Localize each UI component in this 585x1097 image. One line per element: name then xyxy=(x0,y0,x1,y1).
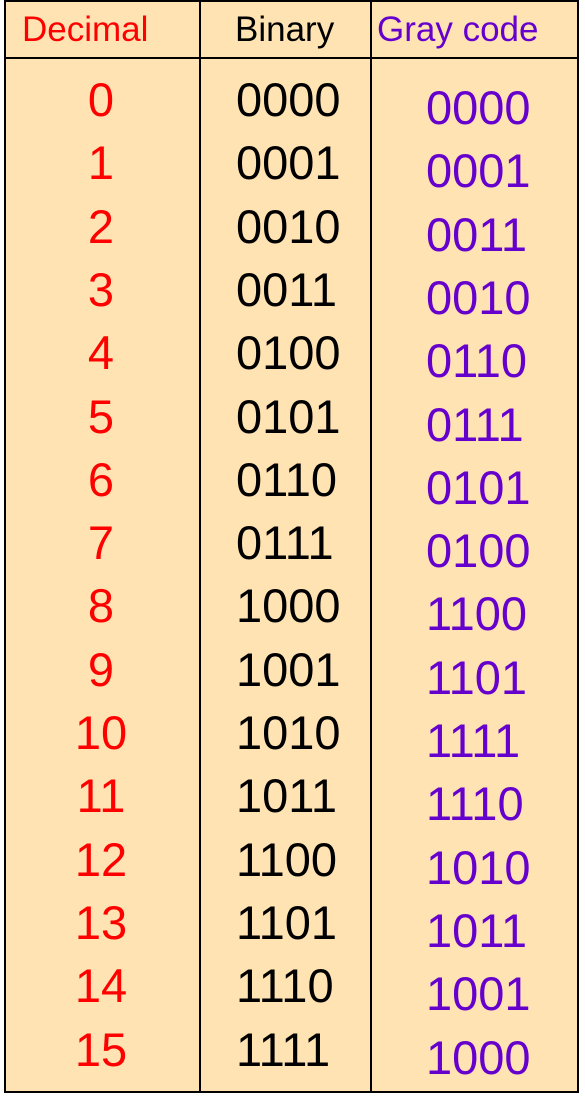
gray-code-cell: 1000 xyxy=(426,1030,531,1084)
decimal-cell: 14 xyxy=(74,959,128,1013)
table-row: 11 1011 1110 xyxy=(6,772,577,835)
decimal-cell: 2 xyxy=(87,199,115,253)
binary-cell: 1011 xyxy=(236,769,338,823)
binary-cell: 0001 xyxy=(236,136,341,190)
binary-cell: 0110 xyxy=(236,452,338,506)
binary-cell: 0101 xyxy=(236,389,341,443)
table-row: 0 0000 0000 xyxy=(6,76,577,139)
header-gray-code: Gray code xyxy=(377,10,539,49)
gray-code-cell: 0011 xyxy=(426,207,528,261)
gray-code-cell: 1101 xyxy=(426,650,528,704)
table-row: 2 0010 0011 xyxy=(6,203,577,266)
decimal-cell: 1 xyxy=(87,136,115,190)
decimal-cell: 8 xyxy=(87,579,115,633)
binary-cell: 0000 xyxy=(236,73,341,126)
decimal-cell: 11 xyxy=(76,769,126,823)
decimal-cell: 10 xyxy=(74,706,128,759)
column-divider-binary-gray xyxy=(370,2,372,1091)
decimal-cell: 5 xyxy=(87,389,115,443)
binary-cell: 1111 xyxy=(236,1022,331,1076)
binary-cell: 1101 xyxy=(236,895,338,949)
table-row: 4 0100 0110 xyxy=(6,329,577,392)
header-binary: Binary xyxy=(235,10,335,49)
gray-code-cell: 0110 xyxy=(426,334,528,388)
gray-code-cell: 0100 xyxy=(426,524,531,578)
binary-cell: 1000 xyxy=(236,579,341,633)
table-row: 8 1000 1100 xyxy=(6,582,577,645)
binary-cell: 1001 xyxy=(236,642,341,696)
table-row: 3 0011 0010 xyxy=(6,266,577,329)
gray-code-cell: 1010 xyxy=(426,840,531,894)
table-row: 13 1101 1011 xyxy=(6,899,577,962)
table-row: 5 0101 0111 xyxy=(6,393,577,456)
table-row: 6 0110 0101 xyxy=(6,456,577,519)
gray-code-cell: 1100 xyxy=(426,587,528,641)
table-row: 9 1001 1101 xyxy=(6,646,577,709)
column-divider-decimal-binary xyxy=(199,2,201,1091)
table-row: 12 1100 1010 xyxy=(6,836,577,899)
binary-cell: 0011 xyxy=(236,262,338,316)
gray-code-cell: 0111 xyxy=(426,397,524,451)
gray-code-cell: 0001 xyxy=(426,144,531,198)
decimal-cell: 0 xyxy=(87,73,115,126)
decimal-cell: 3 xyxy=(87,262,115,316)
gray-code-cell: 1001 xyxy=(426,967,531,1021)
gray-code-table: Decimal Binary Gray code 0 0000 0000 1 0001 0… xyxy=(4,0,579,1093)
gray-code-cell: 1110 xyxy=(426,777,524,831)
decimal-cell: 9 xyxy=(87,642,115,696)
table-row: 10 1010 1111 xyxy=(6,709,577,772)
binary-cell: 1010 xyxy=(236,706,341,759)
decimal-cell: 15 xyxy=(74,1022,128,1076)
binary-cell: 1100 xyxy=(236,832,338,886)
gray-code-cell: 0010 xyxy=(426,270,531,324)
table-row: 1 0001 0001 xyxy=(6,139,577,202)
header-divider xyxy=(6,57,577,59)
decimal-cell: 13 xyxy=(74,895,128,949)
decimal-cell: 6 xyxy=(87,452,115,506)
binary-cell: 0010 xyxy=(236,199,341,253)
gray-code-cell: 0000 xyxy=(426,81,531,134)
binary-cell: 1110 xyxy=(236,959,334,1013)
binary-cell: 0100 xyxy=(236,326,341,380)
binary-cell: 0111 xyxy=(236,516,334,570)
gray-code-cell: 1011 xyxy=(426,903,528,957)
decimal-cell: 12 xyxy=(74,832,128,886)
table-row: 7 0111 0100 xyxy=(6,519,577,582)
gray-code-cell: 0101 xyxy=(426,460,531,514)
header-decimal: Decimal xyxy=(22,10,149,49)
decimal-cell: 7 xyxy=(87,516,115,570)
gray-code-cell: 1111 xyxy=(426,714,521,767)
table-row: 15 1111 1000 xyxy=(6,1026,577,1089)
decimal-cell: 4 xyxy=(87,326,115,380)
table-row: 14 1110 1001 xyxy=(6,962,577,1025)
